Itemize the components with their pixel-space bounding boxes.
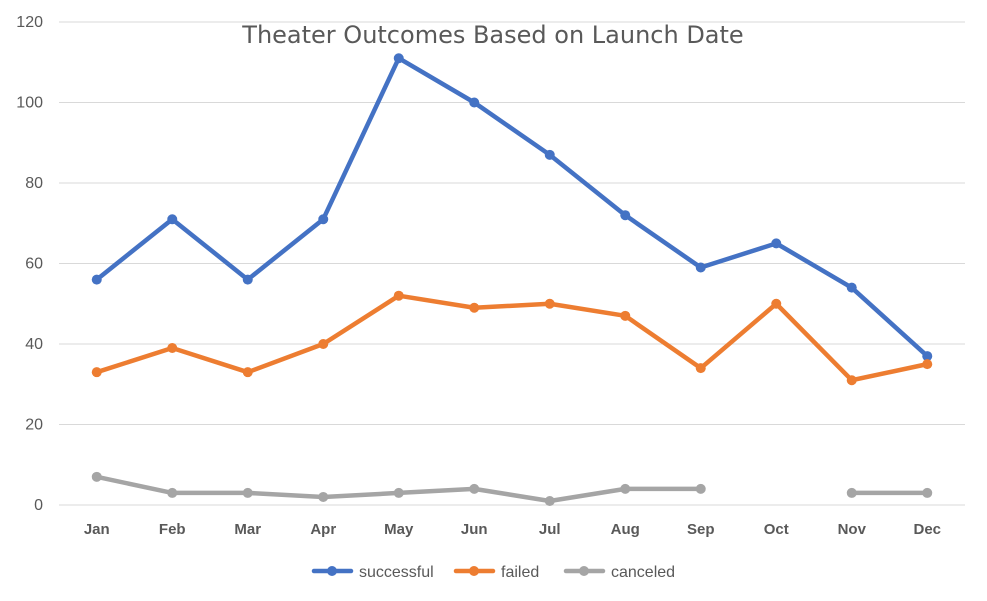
y-tick-label: 20 bbox=[25, 417, 43, 434]
x-tick-label: Nov bbox=[838, 521, 867, 538]
data-point-successful bbox=[771, 238, 782, 249]
data-point-canceled bbox=[393, 487, 404, 498]
data-point-failed bbox=[242, 367, 253, 378]
data-point-canceled bbox=[318, 491, 329, 502]
x-tick-label: Mar bbox=[234, 521, 261, 538]
data-point-successful bbox=[393, 53, 404, 64]
data-point-canceled bbox=[620, 483, 631, 494]
series-line-failed bbox=[94, 293, 930, 383]
data-point-successful bbox=[695, 262, 706, 273]
data-point-successful bbox=[544, 149, 555, 160]
data-point-canceled bbox=[846, 487, 857, 498]
x-tick-label: Jan bbox=[84, 521, 110, 538]
data-point-canceled bbox=[242, 487, 253, 498]
series-canceled bbox=[91, 471, 933, 506]
y-tick-label: 40 bbox=[25, 336, 43, 353]
data-point-failed bbox=[318, 339, 329, 349]
y-tick-label: 100 bbox=[16, 95, 43, 112]
data-point-canceled bbox=[91, 471, 102, 482]
legend-dot-marker bbox=[327, 566, 337, 576]
legend-item-canceled: canceled bbox=[563, 564, 675, 581]
x-tick-label: Jun bbox=[461, 521, 488, 538]
legend-item-successful: successful bbox=[311, 564, 434, 581]
legend-dot-marker bbox=[579, 566, 589, 576]
x-tick-label: Jul bbox=[539, 521, 561, 538]
data-point-successful bbox=[242, 274, 253, 285]
data-point-canceled bbox=[544, 495, 555, 506]
data-point-failed bbox=[469, 302, 480, 313]
data-point-canceled bbox=[922, 487, 933, 498]
x-tick-label: Apr bbox=[310, 521, 336, 538]
data-point-successful bbox=[167, 214, 178, 225]
legend-dot-marker bbox=[469, 566, 479, 576]
x-tick-label: Sep bbox=[687, 521, 715, 538]
y-tick-label: 80 bbox=[25, 175, 43, 192]
data-point-failed bbox=[620, 310, 631, 321]
data-point-failed bbox=[771, 298, 782, 309]
data-point-canceled bbox=[469, 483, 480, 494]
data-point-successful bbox=[620, 210, 631, 221]
legend-item-failed: failed bbox=[453, 564, 539, 581]
y-tick-label: 0 bbox=[34, 497, 43, 514]
data-point-failed bbox=[695, 363, 706, 374]
data-point-canceled bbox=[167, 487, 178, 498]
data-point-failed bbox=[167, 343, 178, 354]
legend-label: canceled bbox=[611, 564, 675, 581]
legend: successful failed canceled bbox=[311, 564, 675, 581]
series-successful bbox=[91, 53, 933, 362]
x-tick-label: Oct bbox=[764, 521, 789, 538]
data-point-failed bbox=[846, 375, 857, 386]
x-tick-label: May bbox=[384, 521, 414, 538]
data-point-canceled bbox=[695, 483, 706, 494]
data-point-successful bbox=[318, 214, 329, 225]
x-tick-label: Feb bbox=[159, 521, 186, 538]
data-point-failed bbox=[393, 290, 404, 301]
legend-label: successful bbox=[359, 564, 434, 581]
x-tick-label: Aug bbox=[611, 521, 640, 538]
data-point-successful bbox=[846, 282, 857, 293]
legend-label: failed bbox=[501, 564, 539, 581]
y-axis-ticks: 0 20 40 60 80 100 120 bbox=[16, 14, 43, 514]
data-point-failed bbox=[922, 359, 933, 370]
data-point-successful bbox=[469, 97, 480, 108]
series-line-successful bbox=[94, 55, 930, 359]
chart-title: Theater Outcomes Based on Launch Date bbox=[241, 21, 743, 49]
series-lines bbox=[91, 53, 933, 506]
y-tick-label: 120 bbox=[16, 14, 43, 31]
gridlines bbox=[59, 21, 965, 506]
x-tick-label: Dec bbox=[913, 521, 941, 538]
y-tick-label: 60 bbox=[25, 256, 43, 273]
x-axis-ticks: Jan Feb Mar Apr May Jun Jul Aug Sep Oct Nov Dec bbox=[84, 521, 941, 538]
data-point-successful bbox=[922, 351, 933, 362]
data-point-failed bbox=[91, 367, 102, 378]
series-failed bbox=[91, 290, 933, 386]
data-point-failed bbox=[544, 298, 555, 309]
data-point-successful bbox=[91, 274, 102, 285]
